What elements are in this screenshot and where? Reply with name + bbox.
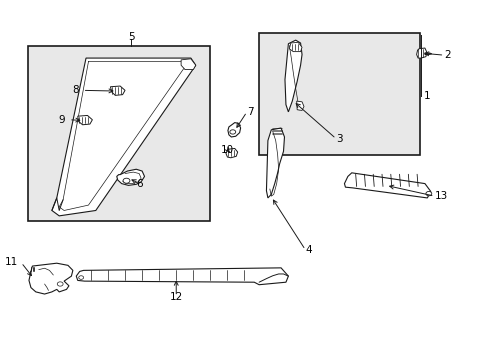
- Polygon shape: [285, 40, 302, 112]
- Text: 12: 12: [169, 292, 183, 302]
- Bar: [259, 33, 419, 155]
- Polygon shape: [266, 128, 284, 198]
- Text: 10: 10: [221, 144, 234, 154]
- Polygon shape: [416, 48, 426, 58]
- Text: 13: 13: [434, 191, 447, 201]
- Text: 9: 9: [58, 115, 65, 125]
- Circle shape: [79, 276, 83, 279]
- Polygon shape: [225, 148, 237, 158]
- Text: 5: 5: [128, 32, 134, 41]
- Text: 2: 2: [444, 50, 450, 60]
- Polygon shape: [227, 123, 240, 137]
- Text: 3: 3: [335, 134, 342, 144]
- Polygon shape: [181, 59, 195, 69]
- Text: 6: 6: [136, 179, 142, 189]
- Polygon shape: [78, 116, 92, 125]
- Text: 4: 4: [305, 245, 311, 255]
- Text: 11: 11: [4, 257, 18, 267]
- Text: 7: 7: [246, 107, 253, 117]
- Polygon shape: [296, 101, 304, 111]
- Polygon shape: [117, 169, 144, 185]
- Circle shape: [229, 130, 235, 134]
- Bar: [27, 45, 210, 221]
- Polygon shape: [52, 58, 195, 216]
- Polygon shape: [344, 173, 430, 198]
- Circle shape: [57, 282, 63, 286]
- Circle shape: [425, 192, 431, 196]
- Text: 1: 1: [423, 91, 429, 101]
- Polygon shape: [110, 86, 125, 95]
- Text: 8: 8: [72, 85, 79, 95]
- Polygon shape: [29, 263, 73, 294]
- Polygon shape: [76, 268, 288, 285]
- Polygon shape: [289, 42, 302, 51]
- Circle shape: [123, 178, 130, 183]
